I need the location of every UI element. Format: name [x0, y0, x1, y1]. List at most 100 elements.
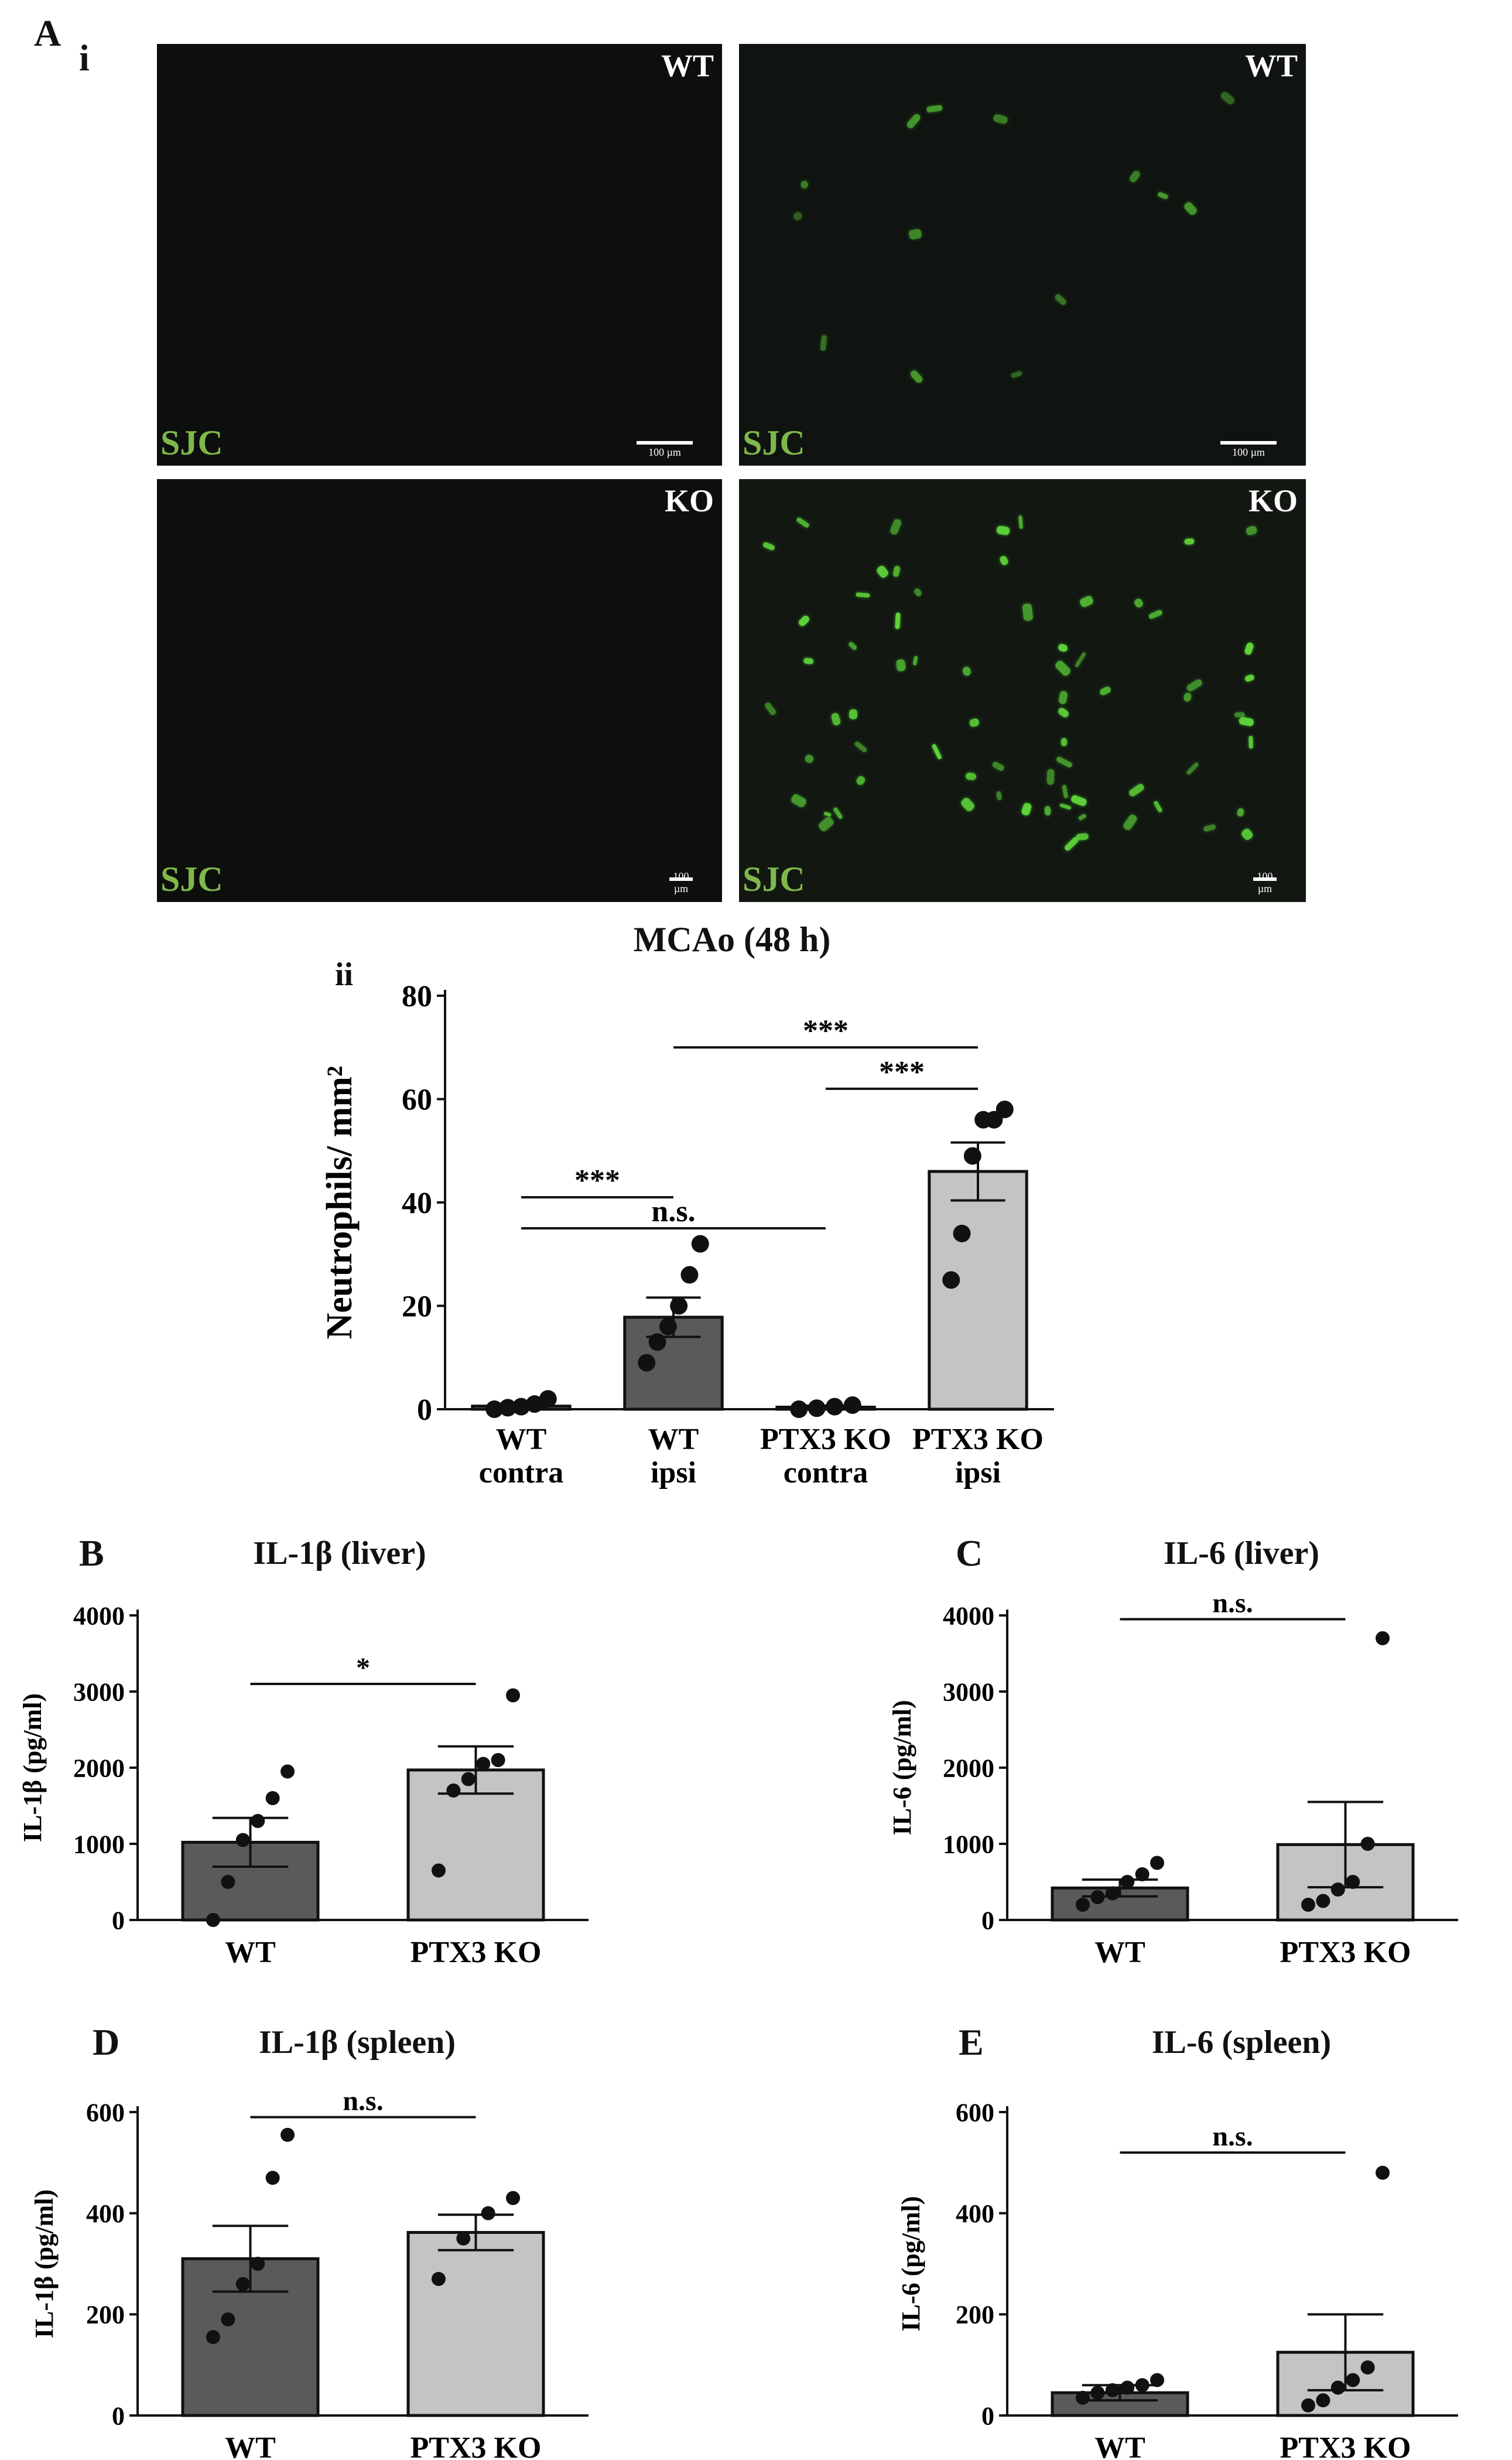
data-point	[539, 1390, 557, 1408]
neutrophil-stain-spot	[1044, 805, 1051, 816]
data-point	[221, 2312, 235, 2326]
neutrophil-stain-spot	[801, 180, 809, 189]
chart-title-e: IL-6 (spleen)	[1151, 2024, 1332, 2061]
data-point	[1316, 2393, 1330, 2408]
data-point	[1330, 1882, 1345, 1897]
neutrophil-stain-spot	[1046, 768, 1055, 785]
panel-label-e: E	[959, 2021, 984, 2063]
neutrophil-stain-spot	[1074, 651, 1087, 668]
neutrophil-stain-spot	[1055, 756, 1073, 768]
y-tick-label: 1000	[943, 1830, 994, 1858]
data-point	[1120, 2380, 1135, 2395]
data-point	[1346, 1875, 1360, 1889]
y-tick-label: 200	[956, 2301, 994, 2329]
stain-label: SJC	[160, 423, 223, 462]
data-point	[506, 1688, 521, 1703]
significance-label: n.s.	[1212, 1588, 1253, 1619]
neutrophil-stain-spot	[1121, 812, 1138, 831]
x-tick-label: PTX3 KO	[411, 2431, 542, 2460]
neutrophil-stain-spot	[1076, 833, 1089, 840]
neutrophil-stain-spot	[1058, 691, 1068, 705]
data-point	[1360, 1837, 1375, 1851]
data-point	[1105, 2383, 1120, 2397]
neutrophil-stain-spot	[797, 614, 810, 627]
scale-bar	[1253, 877, 1277, 881]
y-tick-label: 4000	[73, 1601, 125, 1630]
data-point	[953, 1224, 971, 1242]
scale-label: 100 µm	[1257, 870, 1273, 894]
neutrophil-stain-spot	[1203, 824, 1216, 832]
x-tick-label: WT	[225, 2431, 276, 2460]
data-point	[1150, 2373, 1165, 2387]
neutrophil-stain-spot	[996, 525, 1010, 537]
neutrophil-stain-spot	[796, 517, 810, 529]
neutrophil-stain-spot	[969, 718, 980, 728]
data-point	[251, 2257, 265, 2271]
data-point	[1150, 1856, 1165, 1870]
data-point	[499, 1399, 517, 1417]
data-point	[431, 2271, 446, 2286]
neutrophil-stain-spot	[1153, 800, 1164, 813]
significance-label: n.s.	[343, 2086, 383, 2117]
neutrophil-stain-spot	[905, 112, 922, 131]
neutrophil-stain-spot	[1184, 538, 1195, 545]
neutrophil-stain-spot	[804, 754, 815, 764]
y-tick-label: 3000	[73, 1677, 125, 1706]
data-point	[491, 1753, 505, 1767]
y-tick-label: 0	[112, 2401, 125, 2430]
neutrophil-stain-spot	[854, 740, 868, 753]
neutrophil-stain-spot	[992, 113, 1008, 125]
data-point	[843, 1396, 861, 1414]
neutrophil-stain-spot	[1186, 678, 1203, 692]
data-point	[1090, 2386, 1105, 2400]
stain-label: SJC	[743, 860, 805, 898]
neutrophil-stain-spot	[1245, 525, 1258, 537]
neutrophil-stain-spot	[896, 659, 906, 672]
neutrophil-stain-spot	[856, 592, 870, 598]
neutrophil-stain-spot	[1238, 716, 1254, 727]
y-tick-label: 600	[86, 2098, 125, 2127]
neutrophil-stain-spot	[764, 701, 777, 716]
neutrophil-stain-spot	[1128, 169, 1142, 184]
x-tick-label: ipsi	[955, 1456, 1001, 1489]
neutrophil-stain-spot	[762, 541, 776, 551]
data-point	[265, 1791, 280, 1805]
micrograph-wt-ipsi: WT SJC 100 µm	[739, 44, 1306, 466]
neutrophil-stain-spot	[926, 104, 943, 112]
scale-label: 100 µm	[673, 870, 689, 894]
neutrophil-stain-spot	[1011, 370, 1023, 378]
y-tick-label: 60	[402, 1084, 432, 1117]
micrograph-ko-ipsi: KO SJC 100 µm	[739, 479, 1306, 902]
x-tick-label: PTX3 KO	[411, 1936, 542, 1969]
neutrophil-stain-spot	[847, 641, 858, 651]
neutrophil-stain-spot	[1022, 603, 1034, 621]
neutrophil-stain-spot	[991, 760, 1005, 772]
neutrophil-stain-spot	[1236, 808, 1245, 818]
neutrophil-stain-spot	[817, 815, 836, 833]
neutrophil-stain-spot	[1057, 706, 1070, 719]
data-point	[790, 1400, 808, 1418]
x-tick-label: PTX3 KO	[1280, 1936, 1411, 1969]
x-tick-label: WT	[1094, 1936, 1145, 1969]
significance-label: n.s.	[1212, 2121, 1253, 2152]
data-point	[680, 1266, 699, 1284]
y-axis-label: Neutrophils/ mm²	[320, 1066, 360, 1340]
data-point	[1376, 1631, 1390, 1645]
neutrophil-stain-spot	[1183, 692, 1192, 702]
data-point	[1301, 1898, 1315, 1912]
panel-label-a-i: i	[79, 37, 90, 78]
neutrophil-stain-spot	[962, 666, 972, 677]
y-tick-label: 1000	[73, 1830, 125, 1858]
neutrophil-stain-spot	[1183, 200, 1199, 217]
chart-title-b: IL-1β (liver)	[253, 1535, 426, 1571]
neutrophil-stain-spot	[1021, 801, 1032, 816]
data-point	[963, 1147, 981, 1165]
neutrophil-stain-spot	[1059, 802, 1072, 810]
scale-label: 100 µm	[1232, 446, 1265, 458]
il6-spleen-chart: 0 200 400 600 IL-6 (pg/ml) WT PTX3 KO n.s.	[897, 2098, 1458, 2460]
panel-label-b: B	[79, 1532, 104, 1574]
neutrophil-stain-spot	[1079, 594, 1094, 609]
y-tick-label: 0	[981, 1906, 994, 1935]
y-axis-label: IL-1β (pg/ml)	[30, 2189, 59, 2338]
bar	[181, 2257, 320, 2417]
